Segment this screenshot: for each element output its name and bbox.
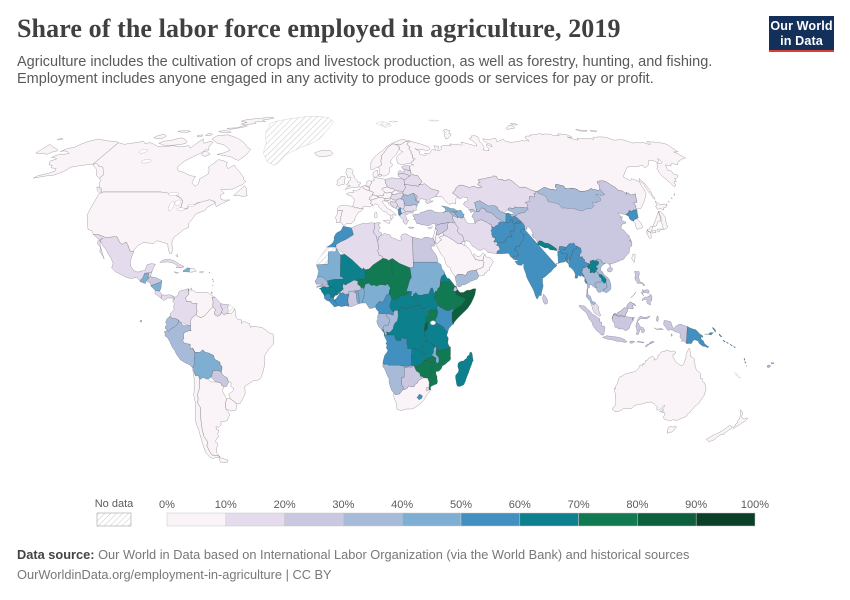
svg-text:40%: 40%: [391, 499, 413, 511]
svg-text:20%: 20%: [274, 499, 296, 511]
svg-text:10%: 10%: [215, 499, 237, 511]
svg-text:80%: 80%: [626, 499, 648, 511]
svg-text:0%: 0%: [159, 499, 175, 511]
svg-text:90%: 90%: [685, 499, 707, 511]
svg-text:100%: 100%: [741, 499, 769, 511]
svg-text:60%: 60%: [509, 499, 531, 511]
svg-text:70%: 70%: [568, 499, 590, 511]
svg-text:50%: 50%: [450, 499, 472, 511]
svg-text:30%: 30%: [332, 499, 354, 511]
